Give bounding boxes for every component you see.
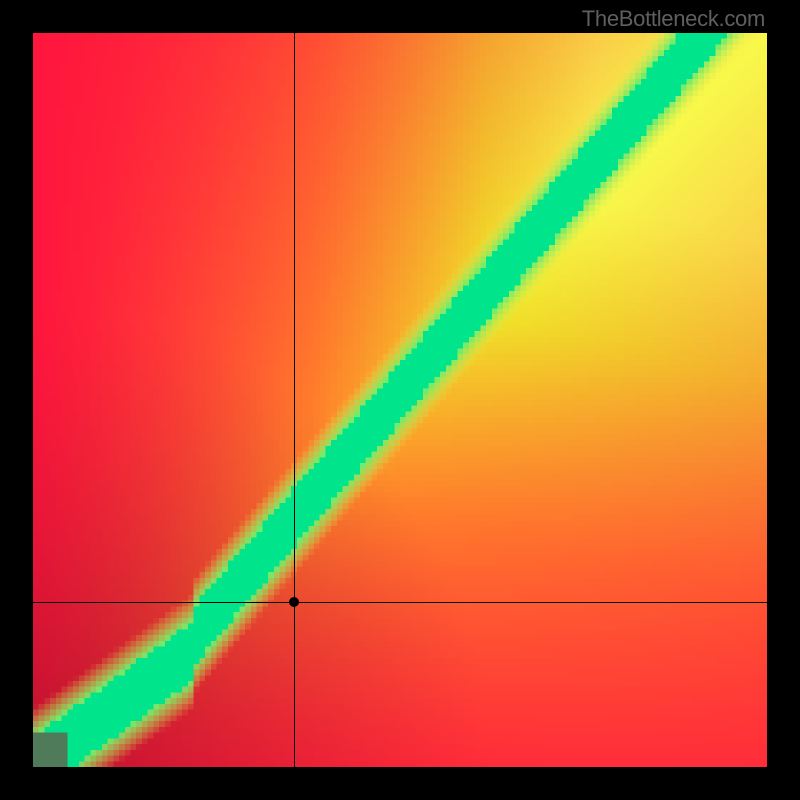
- watermark-text: TheBottleneck.com: [582, 6, 765, 32]
- heatmap-canvas: [33, 33, 767, 767]
- heatmap-plot: [33, 33, 767, 767]
